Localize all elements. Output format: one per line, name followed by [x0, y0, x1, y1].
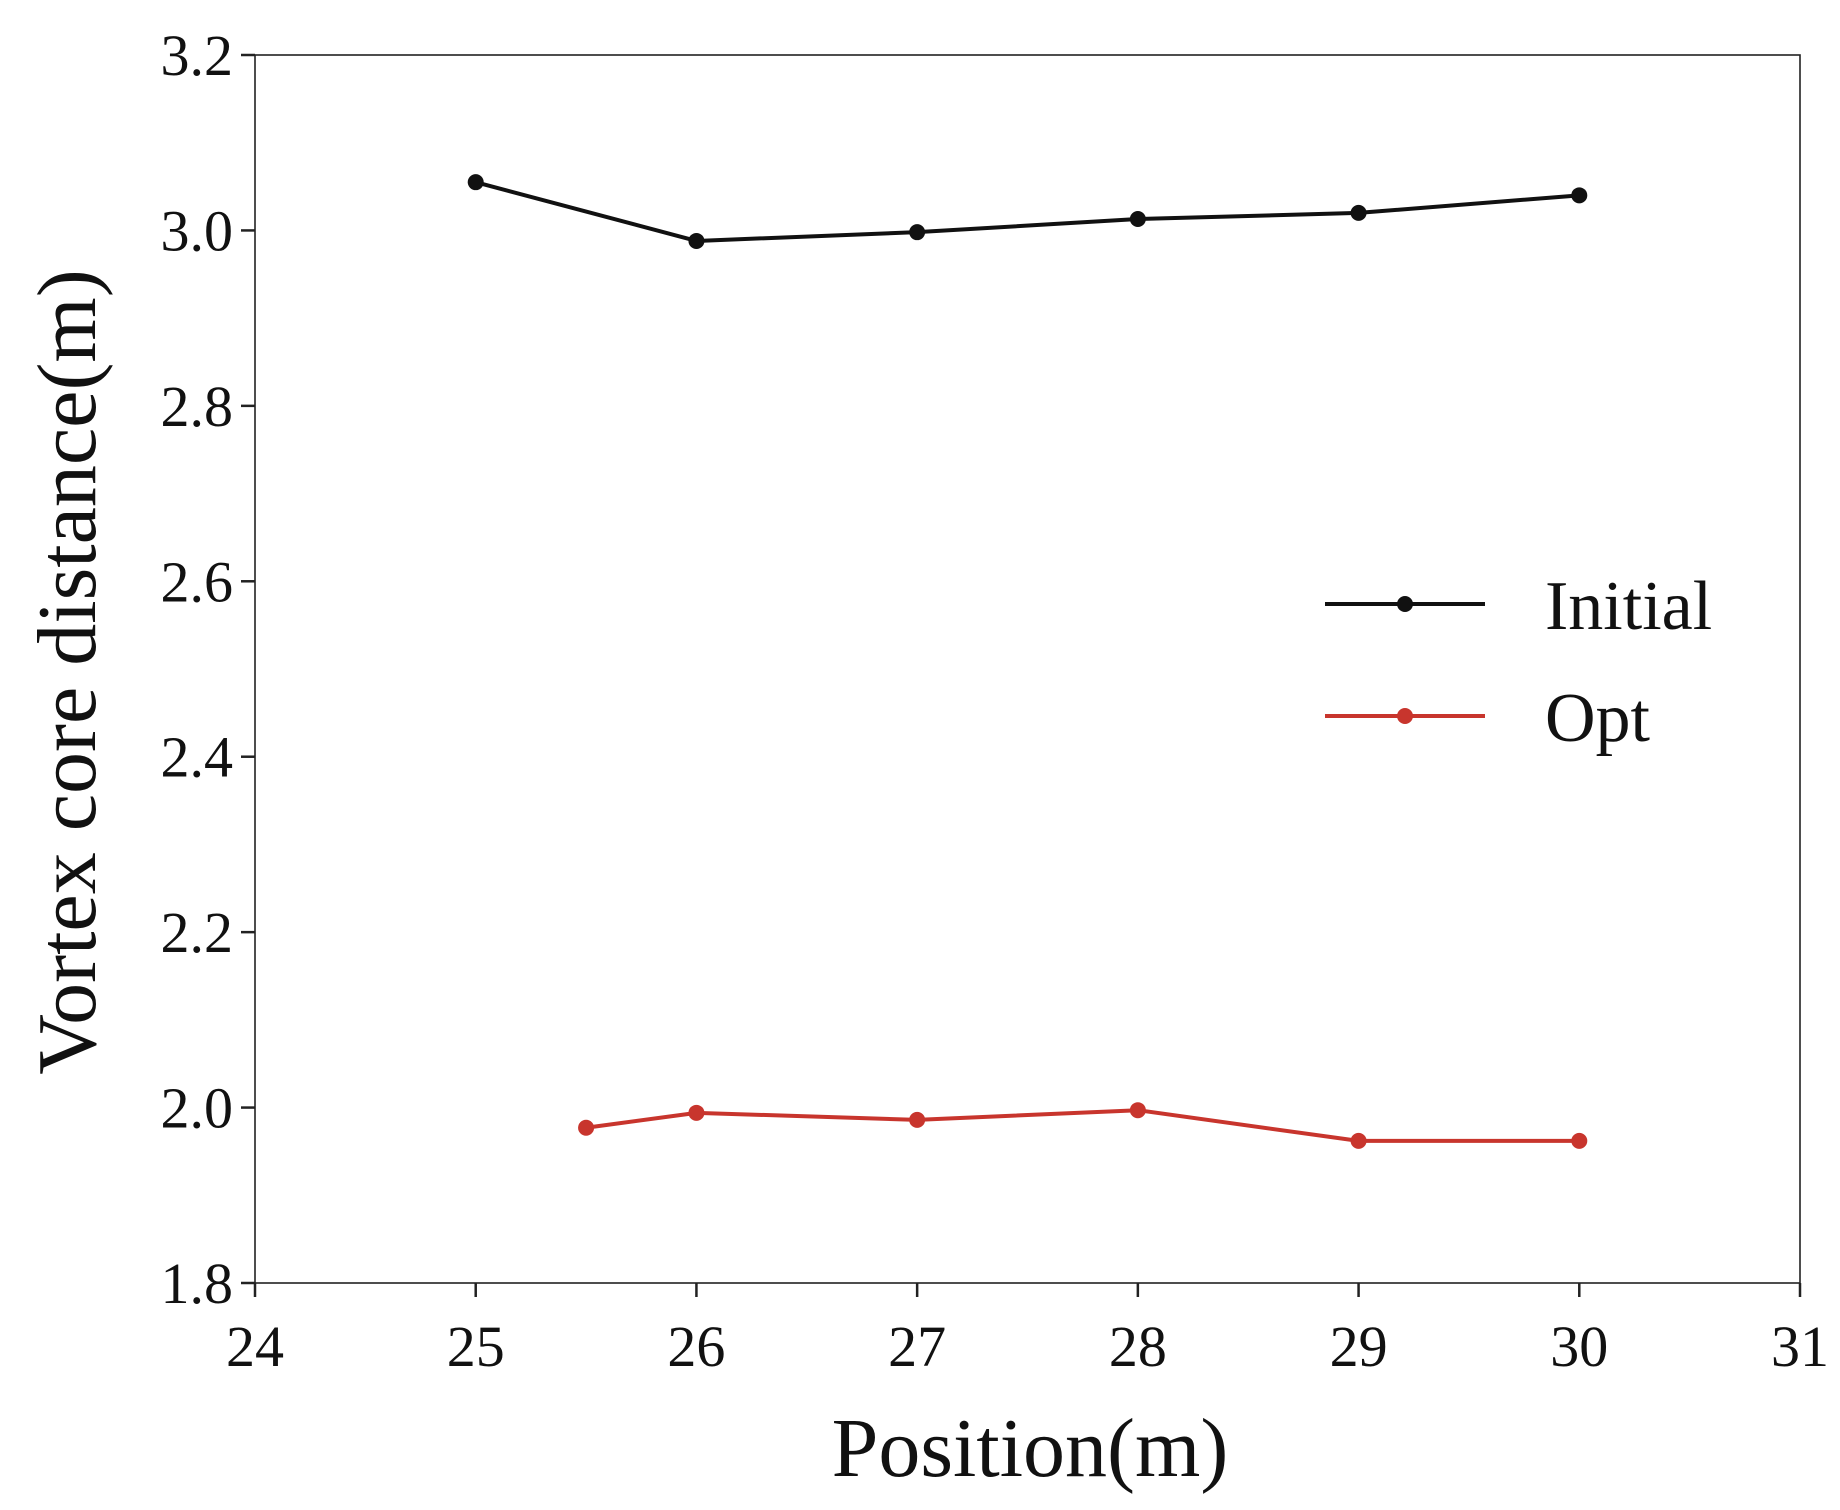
x-tick-label: 25 — [447, 1314, 505, 1379]
legend-marker — [1397, 708, 1413, 724]
data-point — [1350, 204, 1367, 221]
series-opt — [578, 1102, 1588, 1149]
y-tick-label: 2.4 — [161, 725, 234, 790]
y-tick-label: 1.8 — [161, 1251, 234, 1316]
x-tick-label: 24 — [226, 1314, 284, 1379]
y-tick-label: 3.0 — [161, 198, 234, 263]
series-line — [585, 1108, 1580, 1143]
series-line — [475, 180, 1580, 243]
y-tick-label: 3.2 — [161, 23, 234, 88]
x-tick-label: 26 — [667, 1314, 725, 1379]
data-point — [688, 1104, 705, 1121]
data-point — [688, 232, 705, 249]
x-tick-label: 31 — [1771, 1314, 1829, 1379]
data-point — [909, 224, 926, 241]
x-tick-label: 30 — [1550, 1314, 1608, 1379]
y-tick-label: 2.6 — [161, 549, 234, 614]
x-tick-label: 28 — [1109, 1314, 1167, 1379]
y-tick-label: 2.2 — [161, 900, 234, 965]
data-point — [578, 1119, 595, 1136]
axes: 24 25 26 27 28 29 30 31 1.8 2.0 2.2 2.4 2.6 2.8 3.0 3.2 — [161, 23, 1830, 1379]
legend-item-opt: Opt — [1325, 680, 1651, 757]
data-point — [1129, 1102, 1146, 1119]
data-point — [1571, 1132, 1588, 1149]
legend-item-initial: Initial — [1325, 568, 1712, 645]
x-tick-label: 27 — [888, 1314, 946, 1379]
data-point — [467, 174, 484, 191]
data-point — [909, 1111, 926, 1128]
x-axis-title: Position(m) — [832, 1402, 1229, 1495]
plot-frame — [254, 54, 1801, 1284]
x-tick-label: 29 — [1330, 1314, 1388, 1379]
data-point — [1350, 1132, 1367, 1149]
legend-label: Opt — [1545, 680, 1651, 757]
legend: Initial Opt — [1325, 568, 1712, 757]
y-axis-title: Vortex core distance(m) — [21, 269, 114, 1074]
legend-marker — [1397, 596, 1413, 612]
data-point — [1571, 187, 1588, 204]
y-tick-label: 2.8 — [161, 374, 234, 439]
series-initial — [467, 174, 1588, 249]
y-tick-label: 2.0 — [161, 1076, 234, 1141]
series-layer — [467, 174, 1588, 1149]
data-point — [1129, 211, 1146, 228]
legend-label: Initial — [1545, 568, 1712, 645]
